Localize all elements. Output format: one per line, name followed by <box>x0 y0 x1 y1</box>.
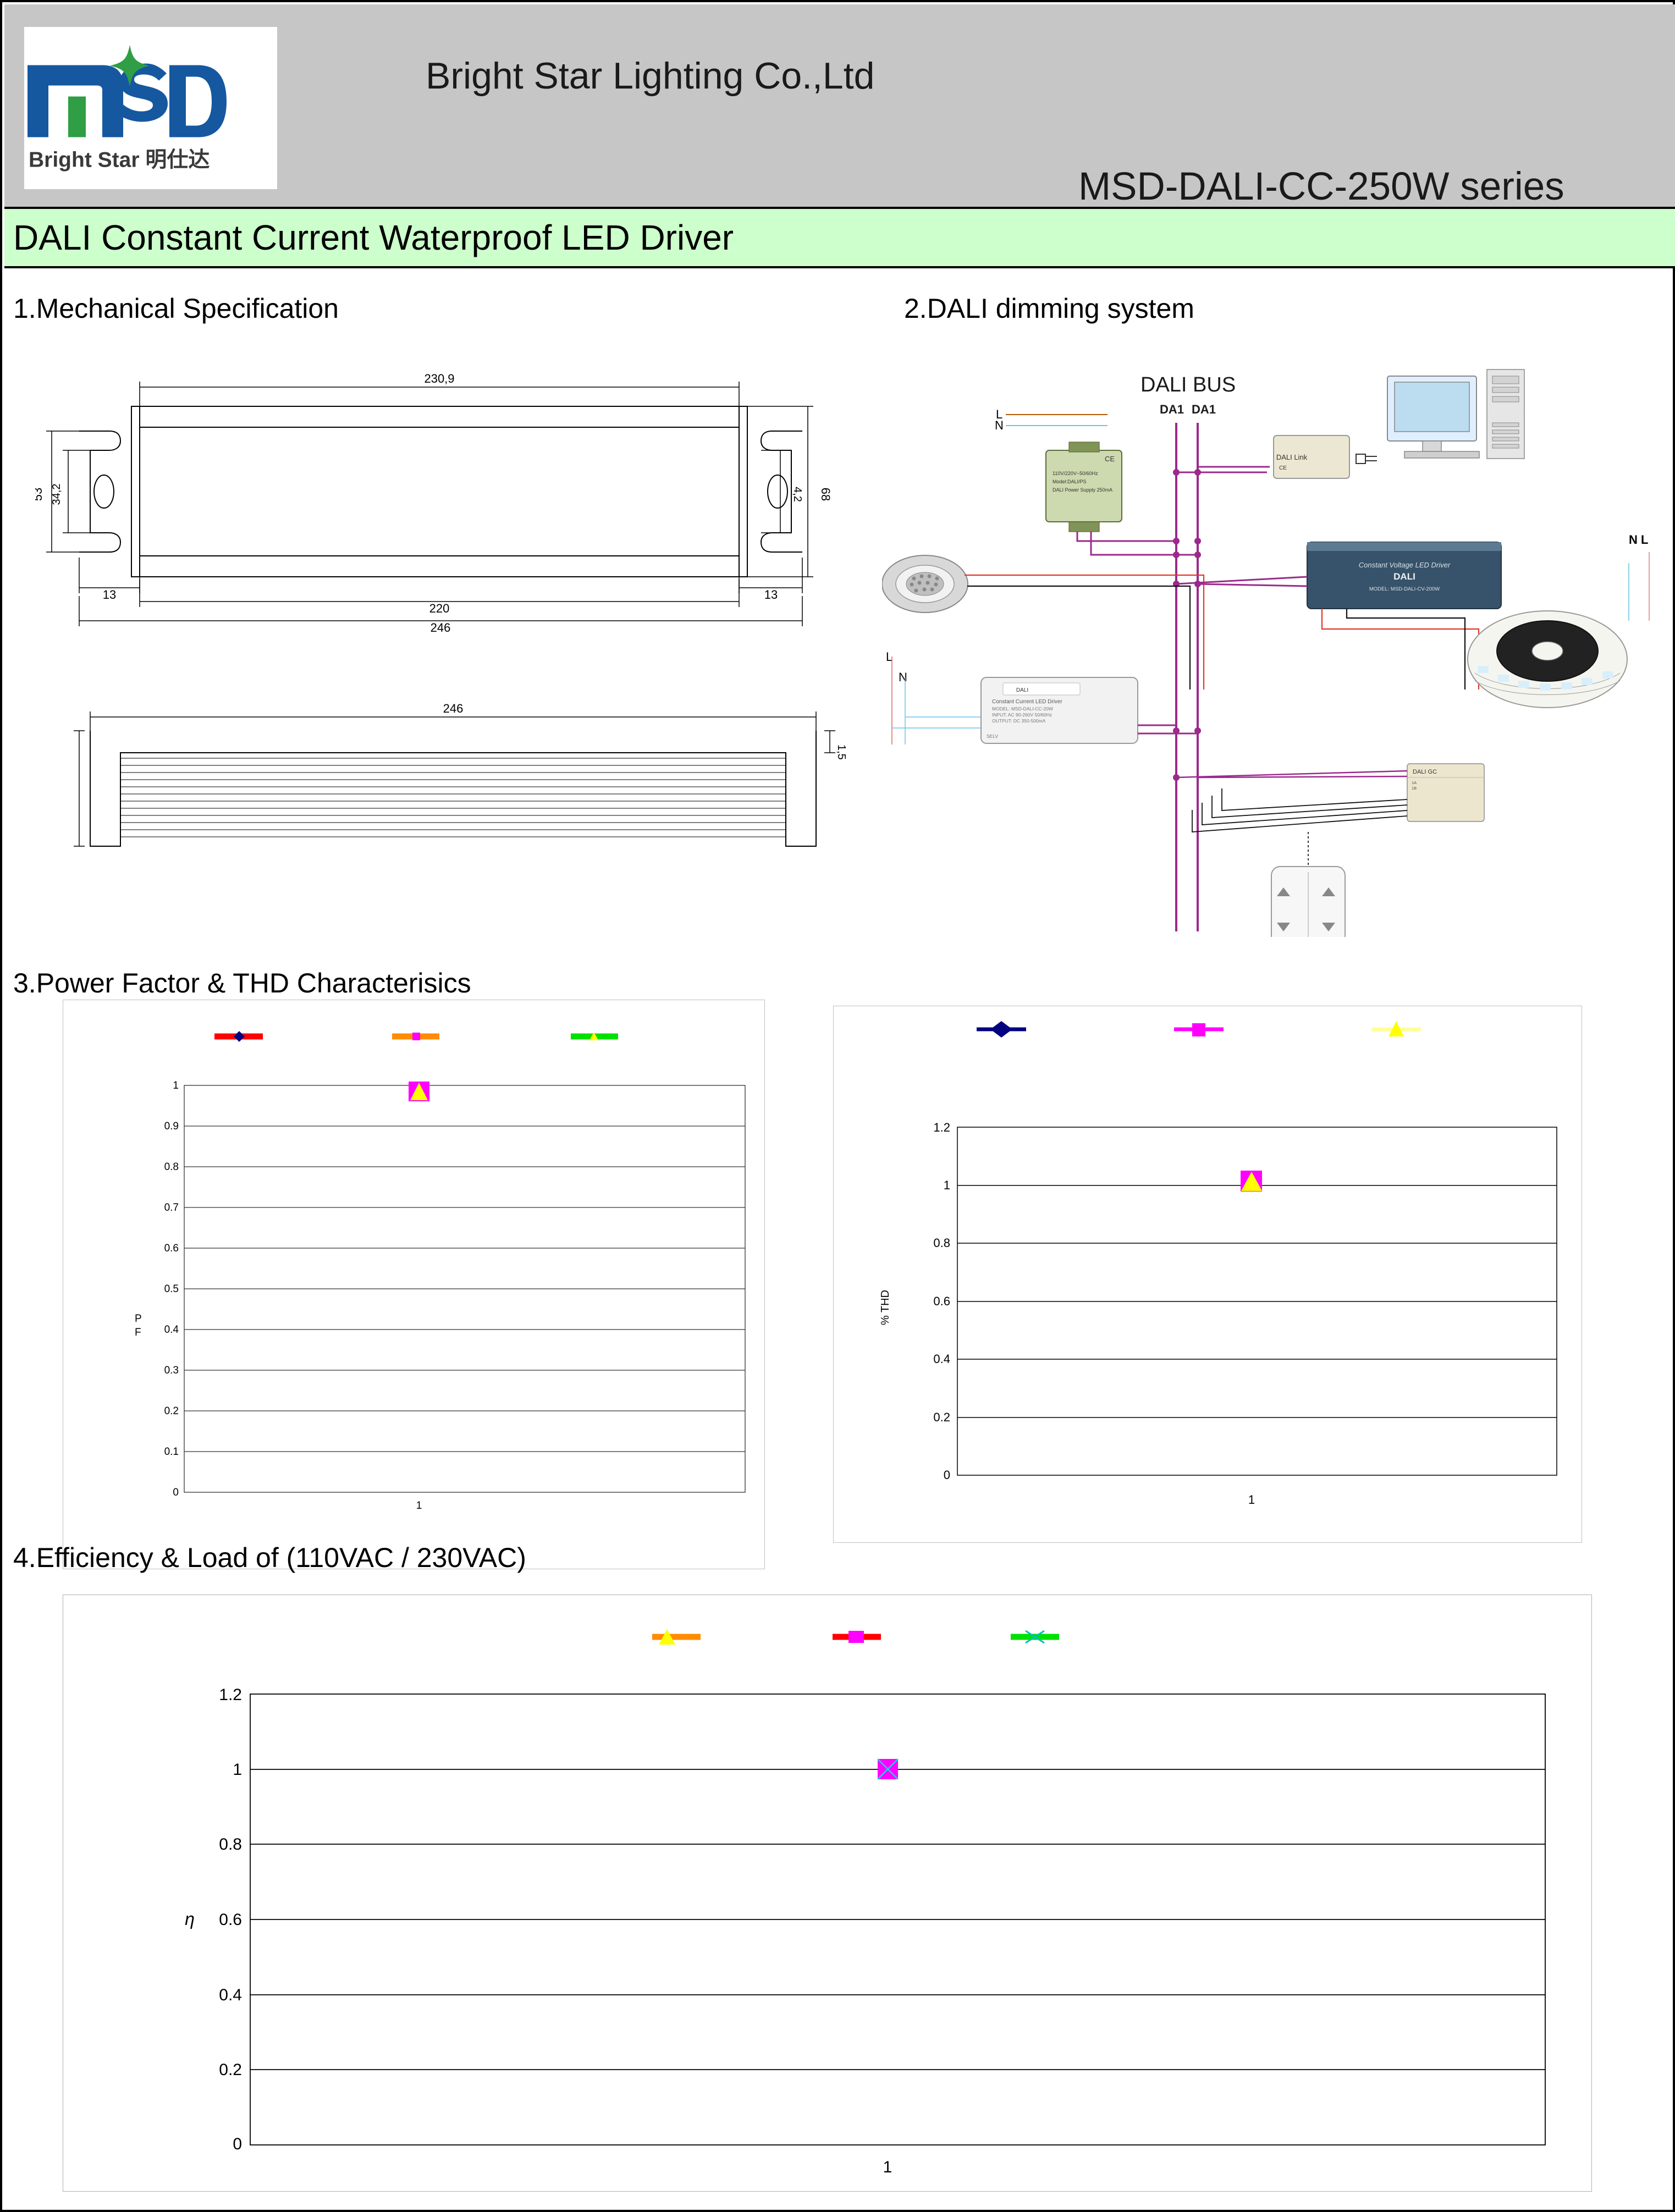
svg-text:4,2: 4,2 <box>791 487 803 502</box>
svg-text:MODEL: MSD-DALI-CV-200W: MODEL: MSD-DALI-CV-200W <box>1369 586 1440 592</box>
svg-text:0: 0 <box>944 1468 950 1482</box>
svg-text:DALI BUS: DALI BUS <box>1140 373 1236 396</box>
svg-text:0.4: 0.4 <box>933 1352 950 1366</box>
svg-text:% THD: % THD <box>879 1290 891 1325</box>
svg-text:η: η <box>185 1909 195 1929</box>
svg-text:DALI Power Supply 250mA: DALI Power Supply 250mA <box>1053 487 1112 493</box>
svg-text:34,2: 34,2 <box>51 484 63 505</box>
svg-text:OUTPUT: DC 350-500mA: OUTPUT: DC 350-500mA <box>992 718 1046 724</box>
svg-text:230,9: 230,9 <box>424 372 454 385</box>
svg-text:220: 220 <box>429 602 450 615</box>
svg-text:1: 1 <box>233 1761 242 1779</box>
svg-text:F: F <box>135 1327 141 1338</box>
svg-text:1.2: 1.2 <box>219 1686 242 1704</box>
svg-text:CE: CE <box>1279 465 1287 471</box>
svg-text:DALI: DALI <box>1016 687 1028 693</box>
svg-text:0.5: 0.5 <box>164 1283 179 1295</box>
svg-text:0.3: 0.3 <box>164 1365 179 1376</box>
svg-text:0: 0 <box>173 1487 179 1498</box>
svg-text:0.7: 0.7 <box>164 1202 179 1213</box>
svg-text:Bright Star 明仕达: Bright Star 明仕达 <box>29 148 210 172</box>
svg-text:P: P <box>135 1313 142 1325</box>
svg-text:1,5: 1,5 <box>835 744 847 760</box>
svg-text:53: 53 <box>35 488 45 501</box>
svg-text:MODEL: MSD-DALI-CC-20W: MODEL: MSD-DALI-CC-20W <box>992 706 1053 711</box>
svg-text:13: 13 <box>103 588 116 602</box>
svg-text:DA1: DA1 <box>1160 402 1184 416</box>
svg-text:246: 246 <box>443 702 464 715</box>
svg-text:1A: 1A <box>1412 780 1417 785</box>
svg-text:0.4: 0.4 <box>219 1986 242 2004</box>
svg-text:CE: CE <box>1105 455 1115 463</box>
svg-text:13: 13 <box>764 588 778 602</box>
svg-text:SELV: SELV <box>987 733 998 739</box>
svg-text:1.2: 1.2 <box>933 1121 950 1134</box>
svg-text:DALI: DALI <box>1393 571 1415 582</box>
svg-text:DALI Link: DALI Link <box>1276 453 1308 461</box>
svg-text:1: 1 <box>1248 1493 1255 1507</box>
svg-text:246: 246 <box>431 621 451 635</box>
svg-text:0.8: 0.8 <box>933 1236 950 1250</box>
svg-text:N L: N L <box>1629 533 1648 547</box>
svg-text:0.2: 0.2 <box>933 1410 950 1424</box>
svg-text:0.2: 0.2 <box>219 2061 242 2079</box>
svg-text:0: 0 <box>233 2135 242 2153</box>
svg-text:0.2: 0.2 <box>164 1405 179 1417</box>
svg-text:N: N <box>899 670 907 684</box>
svg-text:1: 1 <box>883 2158 892 2176</box>
svg-text:Constant Voltage LED Driver: Constant Voltage LED Driver <box>1359 561 1451 569</box>
svg-text:Model:DALI/PS: Model:DALI/PS <box>1053 479 1087 484</box>
svg-text:0.6: 0.6 <box>933 1294 950 1308</box>
svg-text:0.8: 0.8 <box>219 1835 242 1854</box>
svg-text:0.8: 0.8 <box>164 1161 179 1173</box>
svg-text:DALI GC: DALI GC <box>1413 769 1437 775</box>
svg-text:0.6: 0.6 <box>164 1243 179 1254</box>
svg-text:0.9: 0.9 <box>164 1121 179 1132</box>
svg-text:1: 1 <box>416 1500 422 1512</box>
svg-text:0.4: 0.4 <box>164 1324 179 1336</box>
svg-text:N: N <box>995 418 1004 432</box>
svg-text:1: 1 <box>173 1080 179 1091</box>
svg-text:INPUT: AC 90-260V 50/60Hz: INPUT: AC 90-260V 50/60Hz <box>992 712 1052 718</box>
svg-text:0.1: 0.1 <box>164 1446 179 1458</box>
svg-text:68: 68 <box>819 488 833 501</box>
svg-text:1B: 1B <box>1412 786 1417 791</box>
svg-text:Constant Current LED Driver: Constant Current LED Driver <box>992 699 1062 705</box>
svg-text:0.6: 0.6 <box>219 1911 242 1929</box>
svg-text:DA1: DA1 <box>1192 402 1216 416</box>
svg-text:110V/220V~50/60Hz: 110V/220V~50/60Hz <box>1053 471 1098 476</box>
svg-text:1: 1 <box>944 1178 950 1192</box>
